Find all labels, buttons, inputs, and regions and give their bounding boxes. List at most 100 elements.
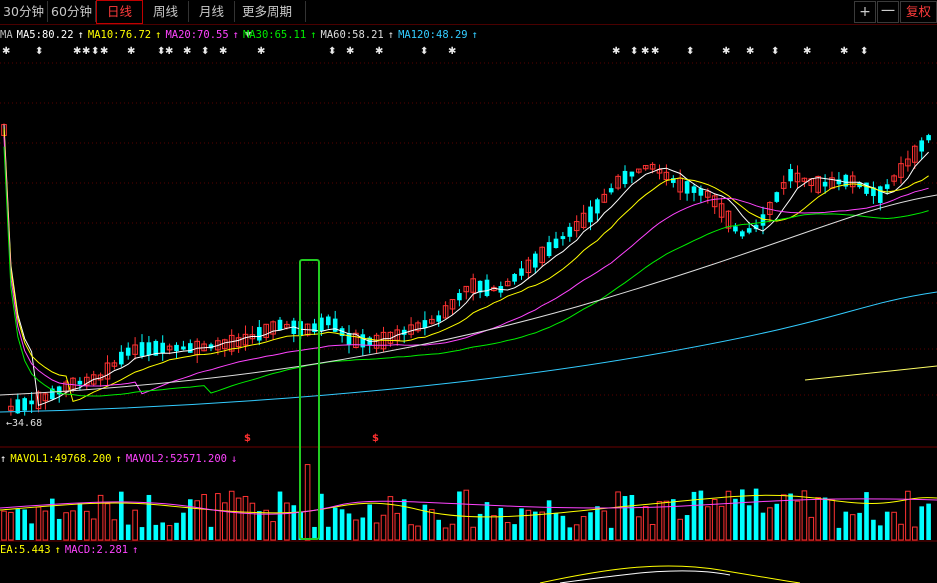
candle-body xyxy=(346,333,352,345)
signal-marker: ✱ xyxy=(183,46,192,57)
volume-bar xyxy=(111,519,118,541)
candle-body xyxy=(656,169,663,174)
candle-body xyxy=(691,186,697,193)
volume-bar xyxy=(284,502,290,541)
tab-more-periods[interactable]: 更多周期 ▼ xyxy=(236,1,306,39)
candle-body xyxy=(181,346,186,350)
candle-body xyxy=(698,188,704,196)
volume-bar xyxy=(312,526,317,540)
candle-body xyxy=(312,323,317,333)
candle-body xyxy=(705,190,711,198)
volume-bar xyxy=(815,497,822,541)
zoom-out-button[interactable]: 一 xyxy=(877,1,899,23)
signal-marker: ⬍ xyxy=(201,46,210,57)
volume-bar xyxy=(829,499,835,541)
signal-marker: ✱ xyxy=(257,46,266,57)
legend-item: MA120:48.29 xyxy=(398,29,468,41)
tab-weekly[interactable]: 周线 xyxy=(143,1,189,22)
volume-bar xyxy=(222,502,228,541)
tab-monthly[interactable]: 月线 xyxy=(189,1,235,22)
highlight-box xyxy=(299,259,320,540)
signal-marker: ✱ xyxy=(73,46,82,57)
candle-body xyxy=(533,253,538,268)
candle-body xyxy=(160,342,165,354)
candle-body xyxy=(77,380,83,385)
candle-body xyxy=(373,334,380,349)
volume-bar xyxy=(740,489,745,540)
legend-arrow: ↑ xyxy=(232,29,239,41)
tab-30min[interactable]: 30分钟 xyxy=(0,1,48,22)
volume-bar xyxy=(249,502,256,541)
volume-bar xyxy=(174,522,179,540)
macd-dif-line xyxy=(539,565,801,583)
zoom-in-button[interactable]: + xyxy=(854,1,876,23)
candle-body xyxy=(174,344,179,352)
candle-body xyxy=(35,391,42,410)
candle-body xyxy=(836,179,842,185)
candle-body xyxy=(740,231,745,237)
volume-bar xyxy=(525,509,532,541)
volume-bar xyxy=(718,505,725,541)
volume-bar xyxy=(77,503,83,540)
volume-bar xyxy=(891,511,897,541)
volume-bar xyxy=(29,523,34,540)
candle-body xyxy=(898,163,904,178)
candle-body xyxy=(711,195,718,208)
candle-body xyxy=(29,400,34,405)
candle-body xyxy=(332,318,338,332)
volume-bar xyxy=(463,489,470,541)
signal-marker: ⬍ xyxy=(328,46,337,57)
volume-bar xyxy=(539,511,546,541)
signal-marker: ✱ xyxy=(651,46,660,57)
volume-bar xyxy=(367,504,372,540)
volume-bar xyxy=(671,499,676,540)
candle-body xyxy=(878,186,883,203)
ma30-line xyxy=(3,146,929,397)
candle-body xyxy=(801,177,808,182)
volume-bar xyxy=(780,494,787,541)
volume-bar xyxy=(166,525,173,541)
candle-body xyxy=(718,203,725,218)
volume-bar xyxy=(477,513,483,540)
chevron-down-icon: ▼ xyxy=(245,30,252,39)
candle-body xyxy=(615,175,621,189)
volume-bar xyxy=(436,519,441,540)
signal-marker: ✱ xyxy=(803,46,812,57)
volume-bar xyxy=(898,523,904,541)
volume-bar xyxy=(808,516,815,541)
legend-arrow: ↑ xyxy=(0,453,7,465)
low-price-marker: ←34.68 xyxy=(6,418,43,429)
volume-bar xyxy=(767,507,773,541)
candle-body xyxy=(733,226,738,232)
signal-marker: ⬍ xyxy=(686,46,695,57)
candle-body xyxy=(539,246,546,263)
legend-arrow: ↑ xyxy=(54,544,61,556)
signal-marker: ✱ xyxy=(2,46,11,57)
candle-body xyxy=(573,221,580,232)
volume-bar xyxy=(491,515,497,541)
volume-bar xyxy=(691,491,697,540)
candle-body xyxy=(457,293,462,301)
tab-daily[interactable]: 日线 xyxy=(96,0,143,24)
volume-bar xyxy=(132,509,138,541)
volume-bar xyxy=(705,506,711,541)
tab-60min[interactable]: 60分钟 xyxy=(48,1,96,22)
candle-body xyxy=(270,321,276,335)
ma250-line xyxy=(804,365,937,381)
legend-item: MA5:80.22 xyxy=(16,29,74,41)
signal-marker: ⬍ xyxy=(157,46,166,57)
volume-bar xyxy=(373,522,380,541)
candle-body xyxy=(56,386,62,395)
volume-bar xyxy=(119,491,124,540)
signal-marker: ✱ xyxy=(612,46,621,57)
candle-body xyxy=(746,228,752,233)
candle-body xyxy=(153,340,159,356)
volume-bar xyxy=(774,503,780,540)
volume-bar xyxy=(788,493,793,540)
candle-body xyxy=(484,279,490,296)
candle-body xyxy=(642,165,649,170)
volume-bar xyxy=(504,522,511,541)
candle-body xyxy=(636,168,642,173)
volume-bar xyxy=(84,510,90,541)
